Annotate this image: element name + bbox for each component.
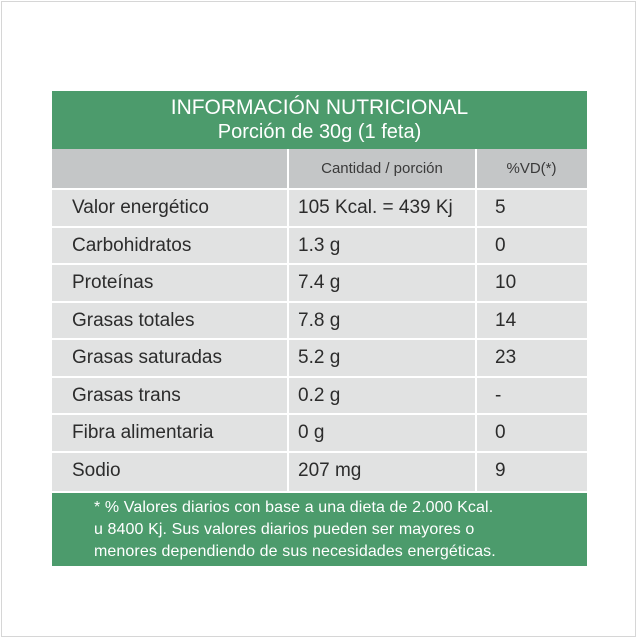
table-row: Sodio 207 mg 9 <box>52 450 587 489</box>
nutrient-name: Carbohidratos <box>72 234 192 256</box>
nutrient-daily-value: 23 <box>495 347 517 368</box>
nutrient-daily-value: - <box>495 384 502 406</box>
nutrient-amount: 0.2 g <box>298 384 341 406</box>
footnote-line: * % Valores diarios con base a una dieta… <box>94 499 494 516</box>
column-header-daily-value: %VD(*) <box>506 160 557 177</box>
nutrient-name: Proteínas <box>72 272 154 293</box>
nutrient-daily-value: 14 <box>495 309 517 331</box>
nutrient-name: Valor energético <box>72 197 209 218</box>
nutrient-rows: Valor energético 105 Kcal. = 439 Kj 5 Ca… <box>52 188 587 488</box>
nutrient-name: Fibra alimentaria <box>72 422 214 443</box>
nutrient-daily-value: 9 <box>495 459 506 481</box>
nutrition-facts-table: INFORMACIÓN NUTRICIONAL Porción de 30g (… <box>52 91 587 566</box>
table-row: Fibra alimentaria 0 g 0 <box>52 413 587 451</box>
table-header: INFORMACIÓN NUTRICIONAL Porción de 30g (… <box>52 91 587 149</box>
nutrient-amount: 5.2 g <box>298 347 341 368</box>
table-row: Carbohidratos 1.3 g 0 <box>52 225 587 264</box>
nutrient-name: Grasas saturadas <box>72 347 222 368</box>
nutrient-amount: 1.3 g <box>298 234 341 256</box>
nutrient-daily-value: 10 <box>495 272 517 293</box>
nutrient-amount: 7.4 g <box>298 272 341 293</box>
footnote-line: menores dependiendo de sus necesidades e… <box>94 543 496 560</box>
column-header-row: Cantidad / porción %VD(*) <box>52 149 587 188</box>
footnote-line: u 8400 Kj. Sus valores diarios pueden se… <box>94 521 475 538</box>
column-header-amount: Cantidad / porción <box>321 160 443 177</box>
column-divider <box>475 149 477 491</box>
nutrient-daily-value: 0 <box>495 422 506 443</box>
nutrient-name: Grasas trans <box>72 384 181 406</box>
nutrient-name: Grasas totales <box>72 309 195 331</box>
table-row: Valor energético 105 Kcal. = 439 Kj 5 <box>52 188 587 226</box>
footnote: * % Valores diarios con base a una dieta… <box>52 491 587 566</box>
nutrient-amount: 207 mg <box>298 459 362 481</box>
table-row: Grasas trans 0.2 g - <box>52 375 587 414</box>
table-row: Grasas totales 7.8 g 14 <box>52 300 587 339</box>
table-title: INFORMACIÓN NUTRICIONAL <box>170 96 469 119</box>
nutrient-daily-value: 0 <box>495 234 506 256</box>
nutrient-amount: 0 g <box>298 422 325 443</box>
serving-size: Porción de 30g (1 feta) <box>217 121 422 143</box>
nutrient-amount: 105 Kcal. = 439 Kj <box>298 197 453 218</box>
table-row: Proteínas 7.4 g 10 <box>52 263 587 301</box>
nutrient-daily-value: 5 <box>495 197 506 218</box>
table-row: Grasas saturadas 5.2 g 23 <box>52 338 587 376</box>
nutrient-amount: 7.8 g <box>298 309 341 331</box>
nutrient-name: Sodio <box>72 459 121 481</box>
column-divider <box>287 149 289 491</box>
